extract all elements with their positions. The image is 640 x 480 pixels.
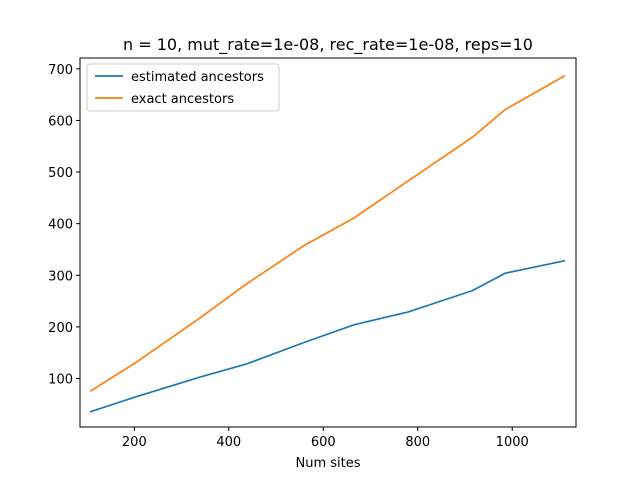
legend-label-exact-ancestors: exact ancestors — [131, 92, 234, 107]
plot-frame — [79, 57, 577, 428]
y-tick-label: 400 — [48, 218, 73, 233]
series-lines — [89, 74, 566, 413]
y-tick-label: 200 — [48, 321, 73, 336]
series-line-estimated-ancestors — [89, 259, 566, 413]
y-tick-label: 600 — [48, 114, 73, 129]
axis-ticks: 200 400 600 800 1000 100 200 300 400 500 600 700 — [48, 63, 529, 450]
legend: estimated ancestors exact ancestors — [86, 63, 280, 112]
legend-label-estimated-ancestors: estimated ancestors — [131, 70, 264, 85]
x-tick-label: 1000 — [496, 435, 529, 450]
x-axis-title: Num sites — [295, 456, 360, 471]
legend-box — [86, 63, 280, 112]
chart-title: n = 10, mut_rate=1e-08, rec_rate=1e-08, … — [123, 35, 533, 55]
y-tick-label: 300 — [48, 269, 73, 284]
x-tick-label: 800 — [405, 435, 430, 450]
y-tick-label: 500 — [48, 166, 73, 181]
y-tick-label: 100 — [48, 372, 73, 387]
x-tick-label: 400 — [216, 435, 241, 450]
x-tick-label: 600 — [311, 435, 336, 450]
y-tick-label: 700 — [48, 63, 73, 78]
series-line-exact-ancestors — [89, 74, 566, 393]
x-tick-label: 200 — [122, 435, 147, 450]
